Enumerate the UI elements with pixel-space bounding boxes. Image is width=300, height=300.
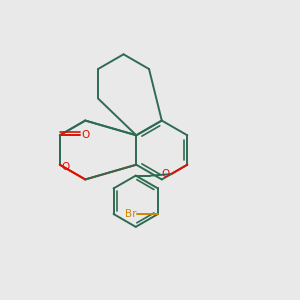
Text: O: O <box>82 130 90 140</box>
Text: Br: Br <box>125 209 136 219</box>
Text: O: O <box>162 169 170 179</box>
Text: O: O <box>61 162 69 172</box>
